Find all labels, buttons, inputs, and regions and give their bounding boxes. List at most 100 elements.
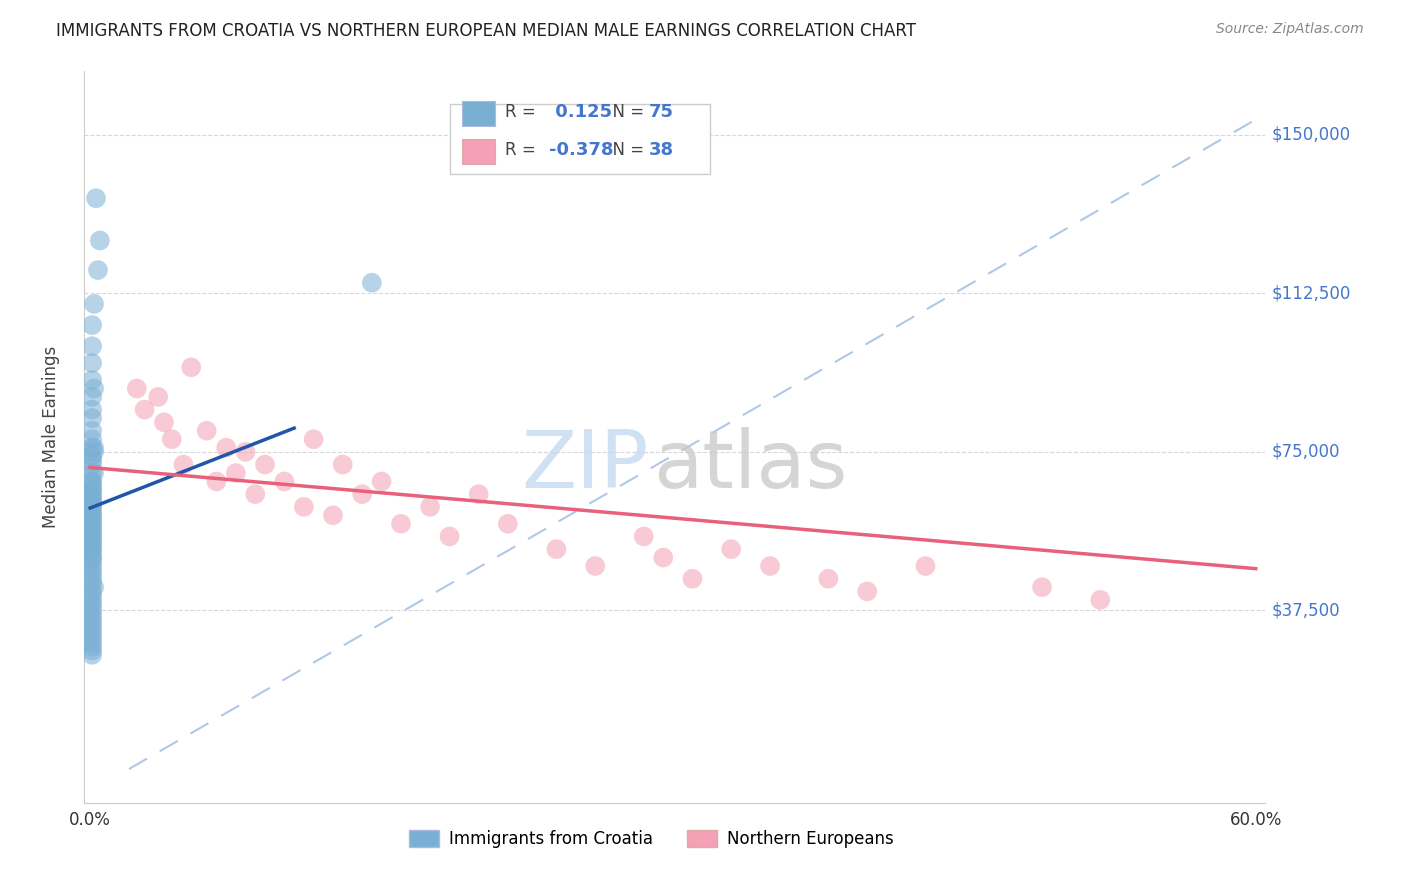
- Text: $150,000: $150,000: [1271, 126, 1350, 144]
- Text: IMMIGRANTS FROM CROATIA VS NORTHERN EUROPEAN MEDIAN MALE EARNINGS CORRELATION CH: IMMIGRANTS FROM CROATIA VS NORTHERN EURO…: [56, 22, 917, 40]
- Point: [759, 559, 782, 574]
- Point: [82, 339, 104, 353]
- Point: [245, 487, 267, 501]
- Point: [82, 640, 104, 654]
- Point: [82, 538, 104, 552]
- Point: [360, 276, 382, 290]
- Point: [82, 618, 104, 632]
- Point: [82, 635, 104, 649]
- Text: $112,500: $112,500: [1271, 285, 1351, 302]
- Point: [389, 516, 412, 531]
- Text: 75: 75: [650, 103, 673, 120]
- Point: [235, 445, 257, 459]
- Point: [82, 491, 104, 506]
- Point: [82, 500, 104, 514]
- Point: [82, 504, 104, 518]
- Point: [633, 529, 655, 543]
- Point: [172, 458, 194, 472]
- Point: [419, 500, 441, 514]
- Point: [83, 445, 105, 459]
- Point: [82, 609, 104, 624]
- Point: [82, 533, 104, 548]
- FancyBboxPatch shape: [463, 138, 495, 164]
- Point: [82, 512, 104, 526]
- Point: [180, 360, 202, 375]
- Point: [352, 487, 374, 501]
- Point: [225, 466, 247, 480]
- Text: R =: R =: [505, 103, 541, 120]
- Point: [195, 424, 218, 438]
- Point: [82, 563, 104, 577]
- Point: [82, 542, 104, 557]
- Point: [82, 516, 104, 531]
- Point: [82, 508, 104, 523]
- Point: [82, 475, 104, 489]
- Point: [83, 466, 105, 480]
- Point: [82, 411, 104, 425]
- Point: [82, 483, 104, 497]
- Point: [148, 390, 170, 404]
- Point: [83, 381, 105, 395]
- Point: [82, 648, 104, 662]
- Point: [82, 318, 104, 332]
- Point: [205, 475, 228, 489]
- Point: [292, 500, 315, 514]
- Point: [82, 614, 104, 628]
- Point: [82, 572, 104, 586]
- Point: [82, 424, 104, 438]
- Text: 38: 38: [650, 141, 673, 160]
- Text: R =: R =: [505, 141, 541, 160]
- Point: [87, 263, 110, 277]
- Point: [84, 191, 107, 205]
- Point: [652, 550, 675, 565]
- Point: [82, 555, 104, 569]
- Point: [82, 453, 104, 467]
- Point: [82, 550, 104, 565]
- Point: [332, 458, 354, 472]
- Point: [82, 601, 104, 615]
- Point: [82, 356, 104, 370]
- Text: 0.0%: 0.0%: [69, 811, 111, 830]
- Point: [82, 483, 104, 497]
- Text: 60.0%: 60.0%: [1229, 811, 1282, 830]
- Point: [467, 487, 489, 501]
- Point: [82, 546, 104, 560]
- Text: 0.125: 0.125: [548, 103, 612, 120]
- Legend: Immigrants from Croatia, Northern Europeans: Immigrants from Croatia, Northern Europe…: [401, 822, 901, 856]
- Text: -0.378: -0.378: [548, 141, 613, 160]
- Point: [273, 475, 295, 489]
- Point: [82, 533, 104, 548]
- Point: [681, 572, 703, 586]
- Point: [82, 491, 104, 506]
- Point: [546, 542, 568, 557]
- Point: [82, 567, 104, 582]
- Point: [125, 381, 148, 395]
- Text: N =: N =: [602, 103, 650, 120]
- Point: [82, 525, 104, 540]
- Point: [1090, 592, 1112, 607]
- Point: [82, 441, 104, 455]
- Point: [134, 402, 156, 417]
- Point: [322, 508, 344, 523]
- Point: [82, 631, 104, 645]
- Point: [82, 495, 104, 509]
- Text: $75,000: $75,000: [1271, 442, 1340, 461]
- Point: [83, 297, 105, 311]
- Text: Source: ZipAtlas.com: Source: ZipAtlas.com: [1216, 22, 1364, 37]
- Point: [496, 516, 519, 531]
- Point: [82, 479, 104, 493]
- Point: [89, 234, 111, 248]
- Point: [82, 542, 104, 557]
- Point: [82, 432, 104, 446]
- Point: [1031, 580, 1053, 594]
- Text: ZIP: ZIP: [522, 427, 650, 506]
- Point: [82, 521, 104, 535]
- Point: [83, 441, 105, 455]
- Point: [817, 572, 839, 586]
- Point: [82, 466, 104, 480]
- Point: [856, 584, 879, 599]
- Point: [82, 500, 104, 514]
- Point: [82, 516, 104, 531]
- Point: [82, 550, 104, 565]
- Point: [82, 643, 104, 657]
